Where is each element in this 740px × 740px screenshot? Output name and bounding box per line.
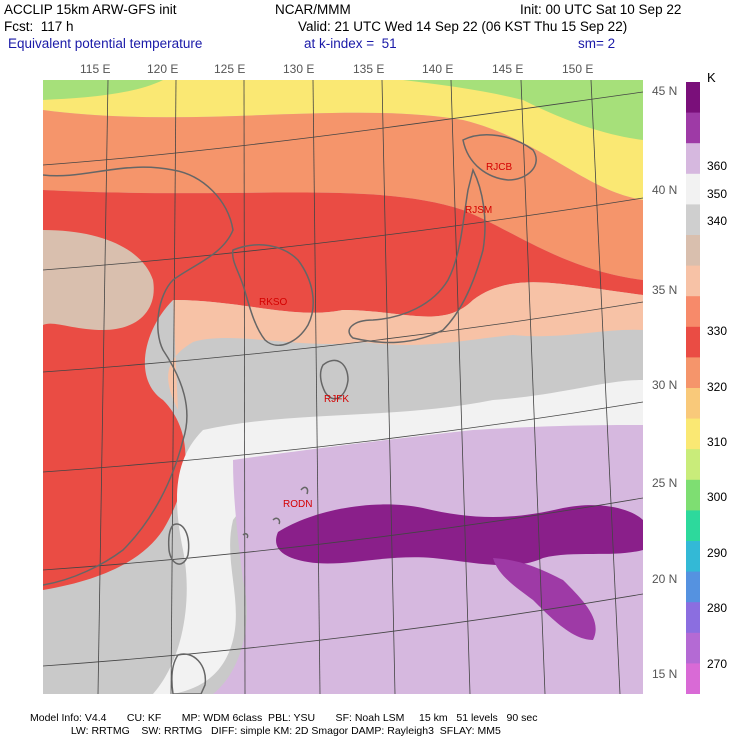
colorbar-swatch xyxy=(686,632,700,664)
colorbar-swatch xyxy=(686,541,700,573)
footer-model-info: Model Info: V4.4 CU: KF MP: WDM 6class P… xyxy=(30,712,538,724)
colorbar-swatch xyxy=(686,510,700,542)
lon-label-130: 130 E xyxy=(283,62,315,76)
colorbar-label-330: 330 xyxy=(707,324,728,338)
theta-e-map xyxy=(43,80,643,694)
lat-line-30 xyxy=(43,301,643,373)
lon-label-140: 140 E xyxy=(422,62,454,76)
lat-label-45: 45 N xyxy=(652,84,678,98)
coastline-korea xyxy=(231,244,314,346)
coastlines xyxy=(43,134,537,694)
lat-line-25 xyxy=(43,401,643,473)
colorbar-swatch xyxy=(686,388,700,420)
k-index-label: at k-index = 51 xyxy=(304,36,397,51)
lon-line-135 xyxy=(381,80,396,694)
colorbar-label-270: 270 xyxy=(707,657,728,671)
station-rjfk: RJFK xyxy=(324,394,349,405)
field-band-red-main xyxy=(43,190,643,590)
colorbar-swatch xyxy=(686,571,700,603)
colorbar xyxy=(686,82,700,694)
lon-label-120: 120 E xyxy=(147,62,179,76)
lat-label-25: 25 N xyxy=(652,476,678,490)
colorbar-swatch xyxy=(686,479,700,511)
coastline-philippines xyxy=(171,653,207,694)
colorbar-label-320: 320 xyxy=(707,380,728,394)
field-band-yellow-north xyxy=(43,80,643,200)
lat-line-20 xyxy=(43,497,643,571)
colorbar-swatch xyxy=(686,204,700,236)
colorbar-swatch xyxy=(686,602,700,634)
lat-line-15 xyxy=(43,593,643,667)
lon-label-125: 125 E xyxy=(214,62,246,76)
colorbar-label-280: 280 xyxy=(707,601,728,615)
institution-label: NCAR/MMM xyxy=(275,2,351,17)
coastline-hokkaido xyxy=(462,134,537,181)
lon-label-150: 150 E xyxy=(562,62,594,76)
coastline-taiwan xyxy=(167,523,190,565)
station-rodn: RODN xyxy=(283,499,313,510)
lat-label-40: 40 N xyxy=(652,183,678,197)
colorbar-label-290: 290 xyxy=(707,546,728,560)
colorbar-swatch xyxy=(686,663,700,694)
field-band-purple-core xyxy=(276,504,643,566)
colorbar-label-350: 350 xyxy=(707,187,728,201)
field-band-salmon xyxy=(168,282,643,410)
colorbar-swatch xyxy=(686,418,700,450)
lon-label-145: 145 E xyxy=(492,62,524,76)
station-rjsm: RJSM xyxy=(465,205,493,216)
lat-label-35: 35 N xyxy=(652,283,678,297)
colorbar-swatch xyxy=(686,265,700,297)
lon-line-130 xyxy=(312,80,321,694)
colorbar-label-360: 360 xyxy=(707,159,728,173)
field-band-purple-mid xyxy=(493,558,596,640)
field-band-tan xyxy=(43,230,154,330)
coastline-kyushu xyxy=(319,359,349,400)
colorbar-unit: K xyxy=(707,70,716,85)
lon-line-125 xyxy=(243,80,246,694)
colorbar-swatch xyxy=(686,357,700,389)
colorbar-swatch xyxy=(686,143,700,175)
colorbar-swatch xyxy=(686,235,700,267)
lon-label-135: 135 E xyxy=(353,62,385,76)
lon-line-145 xyxy=(520,80,546,694)
lon-label-115: 115 E xyxy=(80,62,111,76)
colorbar-swatch xyxy=(686,173,700,205)
station-rjcb: RJCB xyxy=(486,162,513,173)
colorbar-label-340a: 340 xyxy=(707,214,728,228)
init-time: Init: 00 UTC Sat 10 Sep 22 xyxy=(520,2,682,17)
smoothing-label: sm= 2 xyxy=(578,36,616,51)
graticule xyxy=(43,80,643,694)
lon-line-115 xyxy=(97,80,109,694)
colorbar-swatch xyxy=(686,296,700,328)
forecast-hour: Fcst: 117 h xyxy=(4,19,74,34)
lat-label-30: 30 N xyxy=(652,378,678,392)
valid-time: Valid: 21 UTC Wed 14 Sep 22 (06 KST Thu … xyxy=(298,19,628,34)
lat-label-20: 20 N xyxy=(652,572,678,586)
coastline-ryukyu xyxy=(242,486,309,539)
field-band-green-northwest xyxy=(43,80,163,100)
lon-line-140 xyxy=(450,80,471,694)
station-rkso: RKSO xyxy=(259,297,288,308)
field-band-lilac xyxy=(213,425,643,694)
field-name: Equivalent potential temperature xyxy=(8,36,203,51)
colorbar-swatch xyxy=(686,112,700,144)
model-title: ACCLIP 15km ARW-GFS init xyxy=(4,2,177,17)
footer-physics-info: LW: RRTMG SW: RRTMG DIFF: simple KM: 2D … xyxy=(30,725,501,737)
colorbar-swatch xyxy=(686,82,700,114)
colorbar-label-300: 300 xyxy=(707,490,728,504)
coastline-china xyxy=(43,166,234,586)
field-band-green-northeast xyxy=(403,80,643,140)
colorbar-swatch xyxy=(686,449,700,481)
field-band-orange-north xyxy=(43,110,643,280)
coastline-japan-honshu xyxy=(348,167,486,344)
lat-label-15: 15 N xyxy=(652,667,678,681)
colorbar-label-310: 310 xyxy=(707,435,728,449)
lon-line-120 xyxy=(170,80,177,694)
colorbar-swatch xyxy=(686,326,700,358)
lat-line-35 xyxy=(43,197,643,271)
lat-line-40 xyxy=(43,91,643,166)
lon-line-150 xyxy=(590,80,621,694)
